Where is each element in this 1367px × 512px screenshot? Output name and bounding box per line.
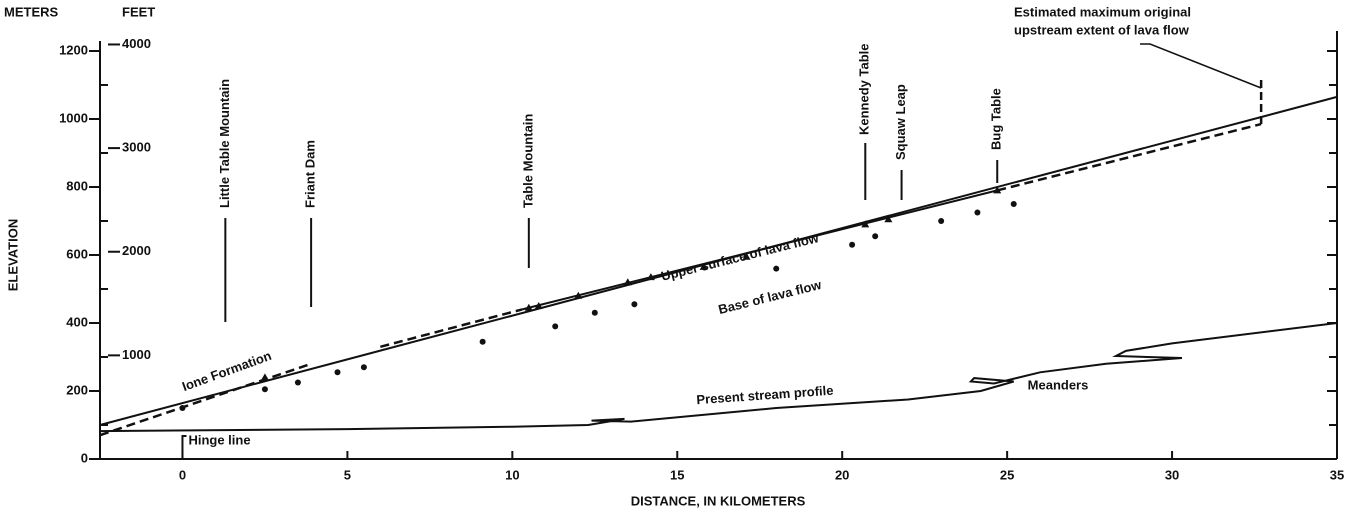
x-tick-label: 20 xyxy=(835,467,849,482)
y-axis-label: ELEVATION xyxy=(5,219,20,291)
landmark-label: Friant Dam xyxy=(303,140,318,208)
point xyxy=(294,379,301,386)
point xyxy=(334,369,341,376)
annotation: Meanders xyxy=(1028,377,1089,392)
extent-label: Estimated maximum original xyxy=(1014,4,1191,19)
point xyxy=(993,186,1002,194)
x-tick-label: 5 xyxy=(344,467,351,482)
x-tick-label: 25 xyxy=(1000,467,1014,482)
x-tick-label: 0 xyxy=(179,467,186,482)
y-tick-label: 400 xyxy=(66,314,88,329)
landmark-label: Table Mountain xyxy=(520,114,535,208)
point xyxy=(574,291,583,299)
annotation: Present stream profile xyxy=(696,383,834,408)
line xyxy=(521,189,998,311)
point xyxy=(699,262,708,270)
x-tick-label: 15 xyxy=(670,467,684,482)
x-tick-label: 10 xyxy=(505,467,519,482)
x-axis-label: DISTANCE, IN KILOMETERS xyxy=(631,493,806,508)
y2-tick-label: 1000 xyxy=(122,347,151,362)
landmark-label: Bug Table xyxy=(989,88,1004,150)
x-tick-label: 30 xyxy=(1165,467,1179,482)
y-tick-label: 800 xyxy=(66,178,88,193)
y2-tick-label: 2000 xyxy=(122,243,151,258)
point xyxy=(479,338,486,345)
y2-tick-label: 4000 xyxy=(122,36,151,51)
landmark-label: Little Table Mountain xyxy=(217,79,232,208)
point xyxy=(360,364,367,371)
point xyxy=(646,273,655,281)
point xyxy=(974,209,981,216)
annotation: Upper surface of lava flow xyxy=(659,230,821,284)
point xyxy=(872,233,879,240)
y-tick-label: 1000 xyxy=(59,110,88,125)
hinge-bracket xyxy=(181,435,187,459)
point xyxy=(261,386,268,393)
point xyxy=(861,220,870,228)
point xyxy=(773,265,780,272)
point xyxy=(591,309,598,316)
annotation: Base of lava flow xyxy=(717,277,824,317)
line xyxy=(99,122,1262,437)
point xyxy=(260,373,269,381)
y-tick-label: 0 xyxy=(81,450,88,465)
point xyxy=(938,218,945,224)
landmark-label: Squaw Leap xyxy=(893,84,908,160)
point xyxy=(552,323,559,330)
point xyxy=(1010,201,1017,207)
point xyxy=(524,303,533,311)
y2-unit-label: FEET xyxy=(122,4,155,19)
point xyxy=(534,302,543,309)
extent-leader xyxy=(1140,43,1262,89)
y-unit-label: METERS xyxy=(4,4,59,19)
y2-tick-label: 3000 xyxy=(122,140,151,155)
extent-label: upstream extent of lava flow xyxy=(1014,22,1190,37)
line xyxy=(99,322,1338,433)
point xyxy=(179,405,186,411)
point xyxy=(849,241,856,248)
point xyxy=(884,215,893,223)
y-tick-label: 1200 xyxy=(59,42,88,57)
point xyxy=(742,252,751,260)
hinge-label: Hinge line xyxy=(188,432,250,447)
point xyxy=(623,278,632,286)
point xyxy=(631,301,638,308)
y-tick-label: 600 xyxy=(66,246,88,261)
landmark-label: Kennedy Table xyxy=(857,43,872,135)
y-tick-label: 200 xyxy=(66,382,88,397)
annotation: Ione Formation xyxy=(180,348,273,394)
x-tick-label: 35 xyxy=(1330,467,1344,482)
